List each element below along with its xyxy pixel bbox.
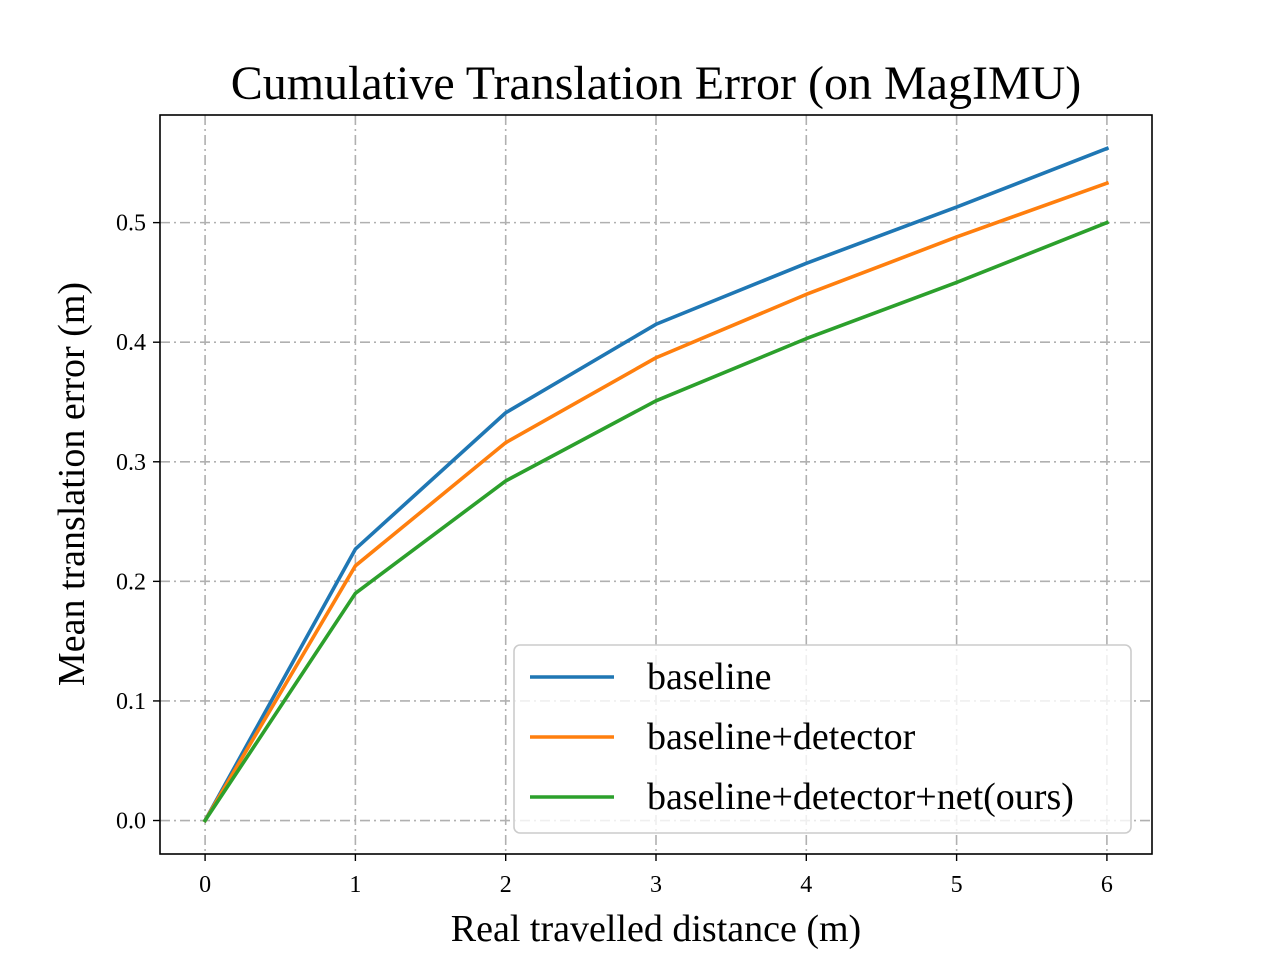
legend-label: baseline xyxy=(647,656,772,698)
legend-label: baseline+detector+net(ours) xyxy=(647,776,1074,818)
data-point xyxy=(805,337,808,340)
legend-label: baseline+detector xyxy=(647,716,916,758)
x-tick-label: 3 xyxy=(650,872,662,898)
data-point xyxy=(805,293,808,296)
data-point xyxy=(354,565,357,567)
y-tick-label: 0.2 xyxy=(116,569,146,595)
chart-title: Cumulative Translation Error (on MagIMU) xyxy=(231,57,1082,110)
y-axis-label: Mean translation error (m) xyxy=(51,282,93,686)
data-point xyxy=(955,206,958,208)
x-tick-label: 2 xyxy=(500,872,512,898)
y-tick-label: 0.0 xyxy=(116,809,146,835)
x-axis-ticks: 0 1 2 3 4 5 6 xyxy=(199,854,1113,898)
x-tick-label: 0 xyxy=(199,872,211,898)
data-point xyxy=(504,480,507,482)
series-lines xyxy=(202,146,1110,824)
y-axis-ticks: 0.0 0.1 0.2 0.3 0.4 0.5 xyxy=(116,211,160,835)
x-tick-label: 4 xyxy=(800,872,812,898)
data-point xyxy=(354,548,357,550)
data-point xyxy=(504,411,507,414)
y-tick-label: 0.5 xyxy=(116,211,146,237)
data-point xyxy=(655,323,657,326)
data-point xyxy=(955,236,958,238)
data-point xyxy=(1106,182,1108,184)
x-tick-label: 6 xyxy=(1101,872,1113,898)
data-point xyxy=(354,592,357,595)
y-tick-label: 0.1 xyxy=(116,689,146,715)
data-point xyxy=(655,356,657,359)
data-point xyxy=(1106,221,1108,224)
data-point xyxy=(504,441,507,444)
x-tick-label: 1 xyxy=(349,872,361,898)
data-point xyxy=(655,399,657,402)
data-point xyxy=(955,281,958,284)
data-point xyxy=(204,819,206,822)
y-tick-label: 0.3 xyxy=(116,450,146,476)
data-point xyxy=(805,262,808,265)
y-tick-label: 0.4 xyxy=(116,330,146,356)
x-axis-label: Real travelled distance (m) xyxy=(451,908,861,950)
legend-box xyxy=(513,644,1132,834)
data-point xyxy=(1106,147,1108,150)
legend: baseline baseline+detector baseline+detect… xyxy=(513,644,1132,834)
x-tick-label: 5 xyxy=(951,872,963,898)
